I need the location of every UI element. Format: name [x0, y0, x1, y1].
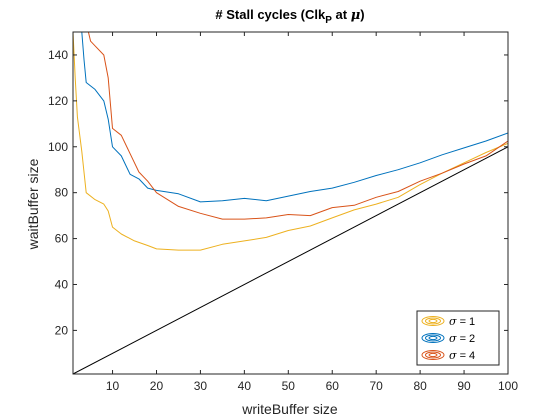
legend-contour-icon [428, 318, 438, 324]
series-line-sigma-1 [73, 32, 508, 251]
legend-contour-icon [425, 351, 441, 359]
x-tick-label: 50 [282, 379, 296, 393]
legend-label: σ = 2 [449, 332, 475, 345]
legend: σ = 1 σ = 2 σ = 4 [416, 310, 500, 366]
plot-frame [72, 31, 509, 375]
x-tick-label: 100 [498, 379, 518, 393]
legend-contour-icon [425, 317, 441, 325]
legend-contour-icon [428, 352, 438, 358]
legend-label: σ = 1 [449, 315, 475, 328]
x-tick-label: 80 [413, 379, 427, 393]
y-tick-label: 20 [55, 323, 69, 337]
legend-contour-icon [421, 350, 445, 360]
y-tick-label: 40 [55, 277, 69, 291]
legend-contour-icon [428, 335, 438, 341]
x-tick-label: 60 [326, 379, 340, 393]
series-group [73, 32, 508, 374]
y-tick-label: 60 [55, 232, 69, 246]
x-tick-label: 70 [370, 379, 384, 393]
reference-line [73, 146, 508, 374]
legend-contour-icon [425, 334, 441, 342]
legend-contour-icon [421, 316, 445, 326]
plot-area: 10 20 30 40 50 60 70 80 90 100 20 40 60 80 100 120 140 σ … [48, 31, 518, 393]
x-tick-label: 30 [194, 379, 208, 393]
y-tick-label: 140 [48, 48, 68, 62]
y-axis-label: waitBuffer size [25, 158, 41, 250]
chart-title: # Stall cycles (ClkP at μ) [215, 7, 364, 26]
x-tick-label: 20 [150, 379, 164, 393]
x-tick-label: 90 [457, 379, 471, 393]
x-axis-label: writeBuffer size [241, 401, 338, 417]
series-line-sigma-2 [81, 32, 508, 203]
y-tick-label: 120 [48, 94, 68, 108]
legend-contour-icon [421, 333, 445, 343]
x-tick-label: 40 [238, 379, 252, 393]
x-tick-label: 10 [106, 379, 120, 393]
y-tick-label: 100 [48, 140, 68, 154]
series-line-sigma-3 [87, 32, 508, 220]
legend-label: σ = 4 [449, 349, 475, 362]
y-tick-label: 80 [55, 186, 69, 200]
